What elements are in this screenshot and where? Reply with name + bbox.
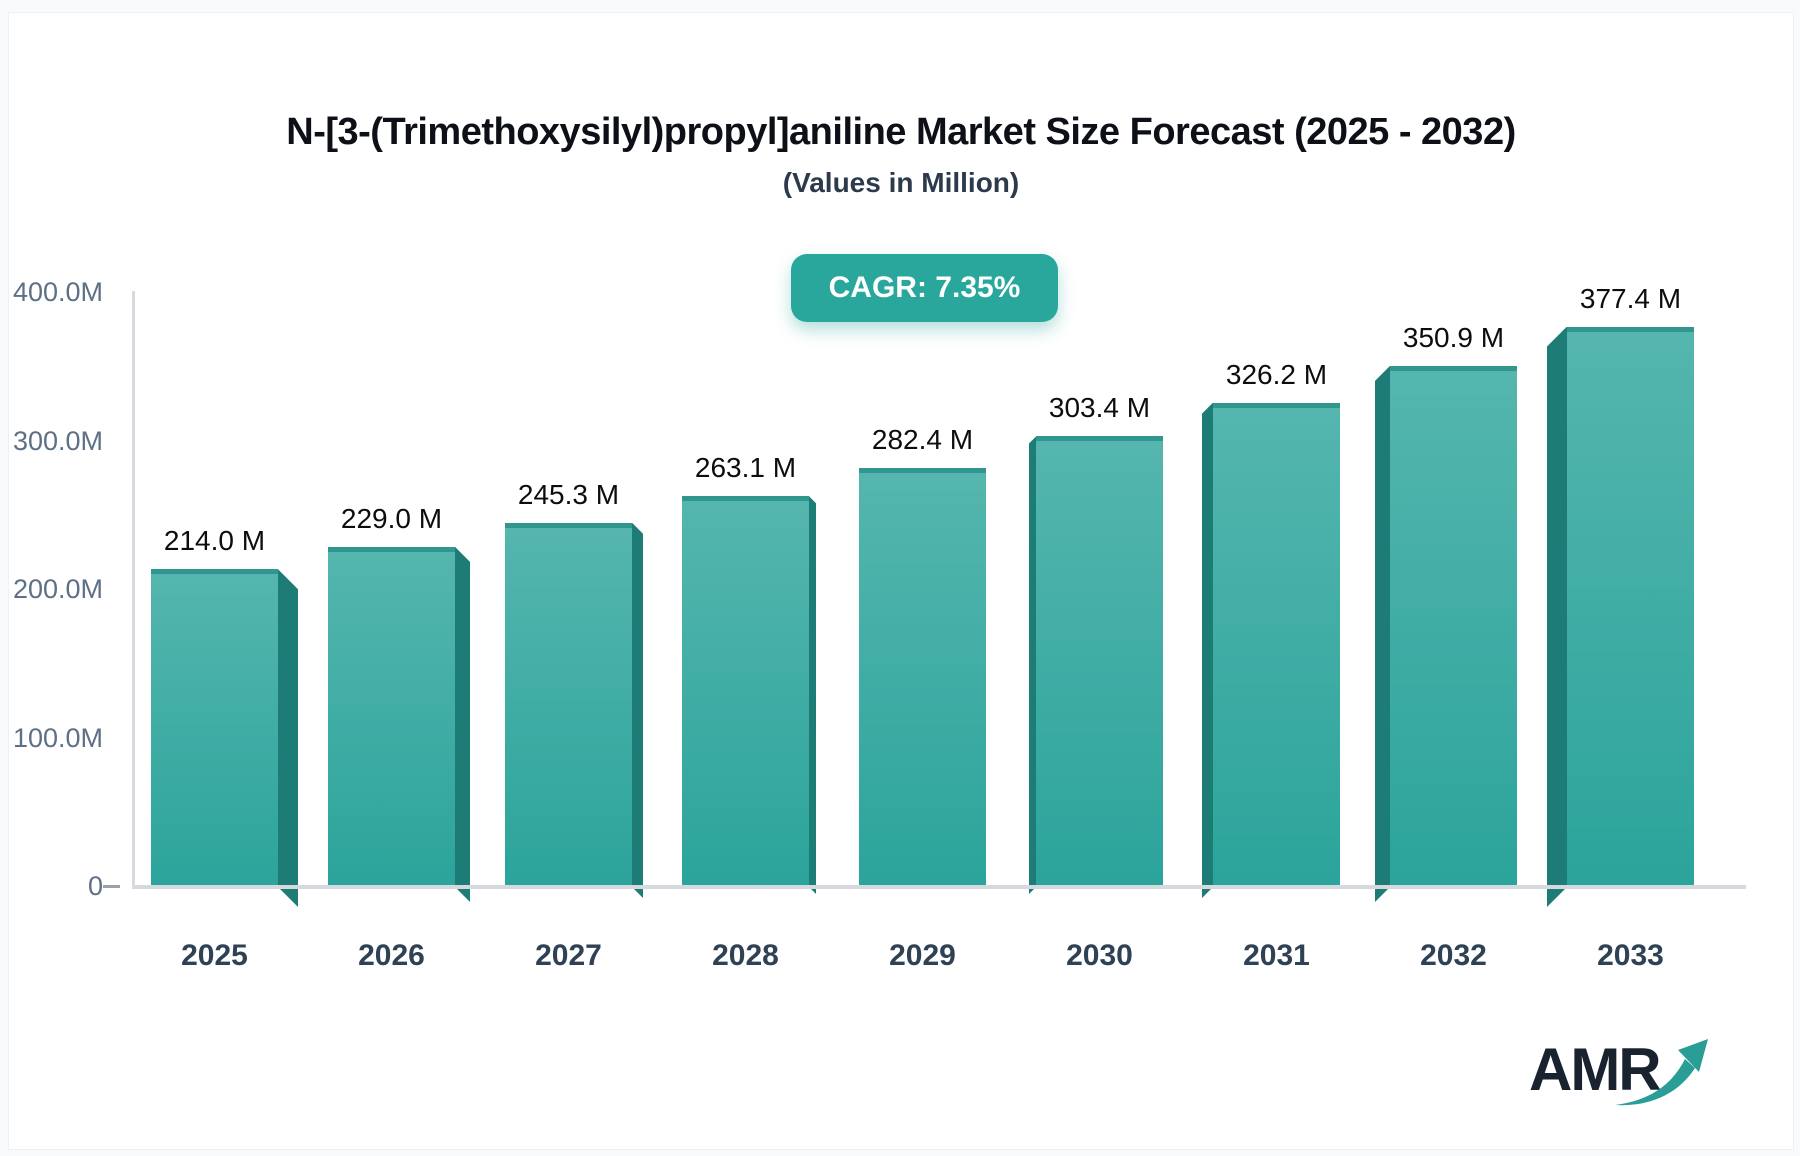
bar-side-face bbox=[278, 569, 298, 907]
bar-top-edge bbox=[151, 569, 278, 575]
bar-side-face bbox=[1029, 436, 1036, 894]
bar-2030 bbox=[1036, 436, 1163, 887]
bar-value-label: 377.4 M bbox=[1579, 282, 1682, 314]
bar-top-edge bbox=[1390, 365, 1517, 371]
bar-value-label: 245.3 M bbox=[517, 478, 620, 510]
bar-side-face bbox=[455, 547, 470, 902]
chart-subtitle: (Values in Million) bbox=[782, 167, 1020, 198]
x-axis-baseline bbox=[132, 885, 1746, 889]
bar-side-face bbox=[1202, 403, 1213, 898]
x-tick-label-2029: 2029 bbox=[889, 939, 956, 972]
y-tick-label: 0 bbox=[87, 871, 103, 901]
y-axis-line bbox=[132, 291, 135, 888]
x-tick-label-2032: 2032 bbox=[1420, 939, 1487, 972]
x-tick-label-2025: 2025 bbox=[181, 939, 248, 972]
bar-value-label: 214.0 M bbox=[163, 525, 266, 557]
bar-2025 bbox=[151, 569, 278, 887]
bar-top-edge bbox=[682, 496, 809, 502]
bar-2029 bbox=[859, 467, 986, 887]
y-tick-label: 300.0M bbox=[12, 425, 103, 456]
bar-value-label: 350.9 M bbox=[1402, 321, 1505, 353]
bar-top-edge bbox=[1213, 402, 1340, 408]
bar-top-edge bbox=[859, 467, 986, 473]
bar-top-edge bbox=[505, 522, 632, 528]
x-tick-label-2026: 2026 bbox=[358, 939, 425, 972]
bar-2033 bbox=[1567, 326, 1694, 887]
bar-2031 bbox=[1213, 402, 1340, 887]
chart-title: N-[3-(Trimethoxysilyl)propyl]aniline Mar… bbox=[286, 111, 1516, 153]
bar-2026 bbox=[328, 546, 455, 887]
bar-value-label: 229.0 M bbox=[340, 502, 443, 534]
y-tick-label: 400.0M bbox=[12, 277, 103, 307]
bar-2032 bbox=[1390, 365, 1517, 887]
x-tick-label-2033: 2033 bbox=[1597, 939, 1664, 972]
growth-arrow-icon bbox=[1615, 1039, 1708, 1106]
bar-value-label: 326.2 M bbox=[1225, 358, 1328, 390]
zero-tick-mark bbox=[103, 885, 120, 888]
x-tick-label-2028: 2028 bbox=[712, 939, 779, 972]
x-tick-label-2030: 2030 bbox=[1066, 939, 1133, 972]
bar-2028 bbox=[682, 496, 809, 887]
bar-value-label: 303.4 M bbox=[1048, 392, 1151, 424]
bar-side-face bbox=[809, 496, 816, 894]
cagr-badge: CAGR: 7.35% bbox=[791, 254, 1058, 322]
y-tick-label: 200.0M bbox=[12, 574, 103, 604]
y-tick-label: 100.0M bbox=[12, 722, 103, 753]
x-tick-label-2027: 2027 bbox=[535, 939, 602, 972]
bar-side-face bbox=[632, 523, 643, 898]
x-tick-label-2031: 2031 bbox=[1243, 939, 1310, 972]
bar-side-face bbox=[1547, 327, 1567, 907]
bar-value-label: 282.4 M bbox=[871, 423, 974, 455]
bar-value-label: 263.1 M bbox=[694, 452, 797, 484]
bar-top-edge bbox=[328, 546, 455, 552]
amr-logo: AMR bbox=[1529, 1027, 1729, 1117]
cagr-badge-label: CAGR: 7.35% bbox=[828, 271, 1021, 304]
bar-2027 bbox=[505, 522, 632, 887]
amr-logo-text: AMR bbox=[1529, 1036, 1662, 1103]
chart-card: N-[3-(Trimethoxysilyl)propyl]aniline Mar… bbox=[8, 12, 1794, 1150]
bar-top-edge bbox=[1567, 326, 1694, 332]
bar-top-edge bbox=[1036, 436, 1163, 442]
bar-side-face bbox=[1375, 366, 1390, 902]
